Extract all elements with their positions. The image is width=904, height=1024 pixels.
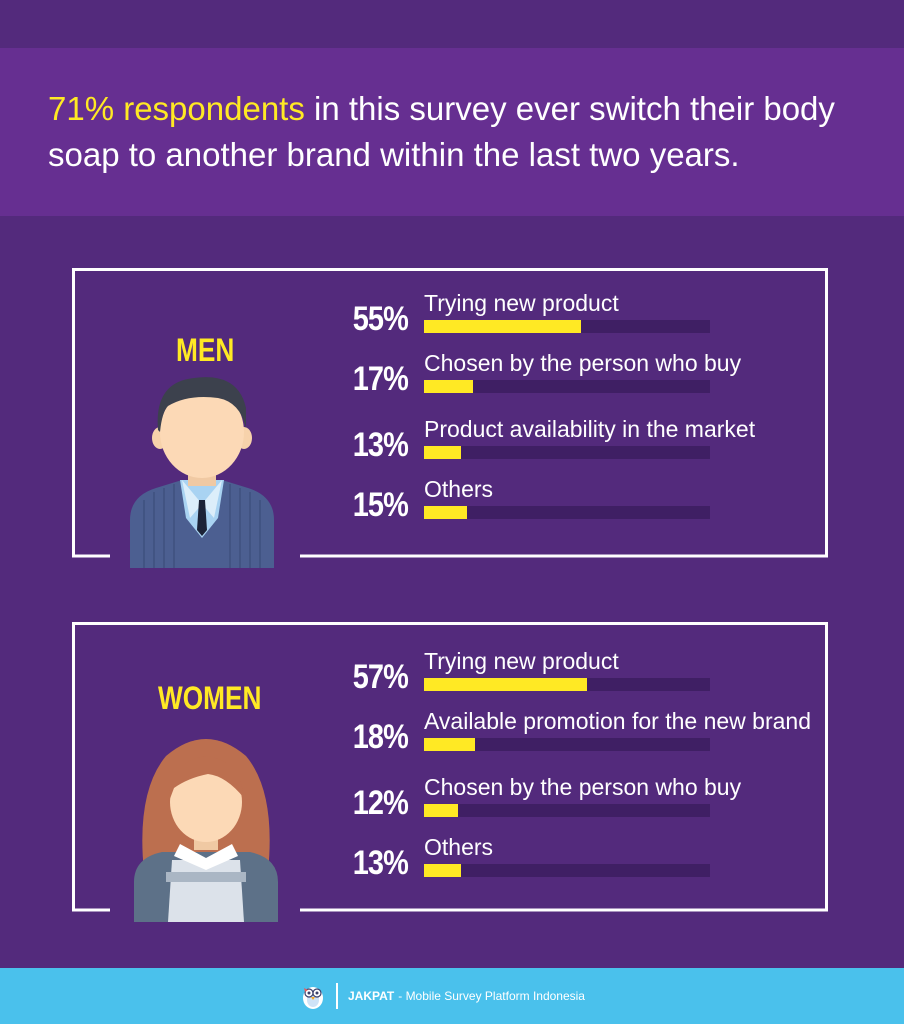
headline-rest: in this survey ever switch their body so…	[48, 90, 835, 173]
value-label: 57%	[352, 658, 409, 696]
men-label: MEN	[176, 332, 235, 368]
bar-row: 17% Chosen by the person who buy	[330, 350, 790, 412]
value-label: 55%	[352, 300, 409, 338]
footer-bar: JAKPAT - Mobile Survey Platform Indonesi…	[0, 968, 904, 1024]
women-label: WOMEN	[158, 680, 262, 716]
owl-logo-icon	[303, 987, 323, 1009]
headline-band	[0, 48, 904, 216]
bar	[424, 864, 462, 877]
value-label: 15%	[352, 486, 409, 524]
women-panel-frame	[72, 622, 828, 912]
category-label: Others	[424, 834, 494, 860]
value-label: 12%	[352, 784, 409, 822]
man-avatar-icon	[130, 377, 274, 568]
category-label: Available promotion for the new brand	[424, 708, 811, 734]
bar-row: 13% Product availability in the market	[330, 416, 790, 478]
value-label: 17%	[352, 360, 409, 398]
category-label: Product availability in the market	[424, 416, 756, 442]
bar	[424, 380, 473, 393]
bar-track	[424, 446, 710, 459]
bar	[424, 804, 459, 817]
bar-row: 57% Trying new product	[330, 648, 790, 710]
bar	[424, 320, 582, 333]
value-label: 13%	[352, 426, 409, 464]
bar	[424, 738, 476, 751]
footer-tagline: - Mobile Survey Platform Indonesia	[398, 989, 585, 1003]
category-label: Chosen by the person who buy	[424, 350, 742, 376]
bar-track	[424, 320, 710, 333]
bar-row: 13% Others	[330, 834, 790, 896]
bar-row: 15% Others	[330, 476, 790, 538]
bar-track	[424, 678, 710, 691]
category-label: Trying new product	[424, 290, 619, 316]
bar-track	[424, 738, 710, 751]
bar-track	[424, 864, 710, 877]
footer-brand: JAKPAT	[348, 989, 395, 1003]
woman-avatar-icon	[134, 739, 278, 922]
bar-row: 55% Trying new product	[330, 290, 790, 352]
headline: 71% respondents in this survey ever swit…	[48, 86, 868, 178]
bar	[424, 678, 588, 691]
men-panel-frame	[72, 268, 828, 558]
women-panel: WOMEN 57% Trying new product 18% Available …	[72, 622, 828, 922]
men-panel: MEN 55% Trying new product 17% Chosen by th…	[72, 268, 828, 568]
bar-track	[424, 380, 710, 393]
value-label: 18%	[352, 718, 409, 756]
headline-highlight: 71% respondents	[48, 90, 305, 127]
category-label: Chosen by the person who buy	[424, 774, 742, 800]
bar-row: 18% Available promotion for the new brand	[330, 708, 811, 770]
bar	[424, 446, 462, 459]
bar-track	[424, 506, 710, 519]
bar	[424, 506, 467, 519]
bar-row: 12% Chosen by the person who buy	[330, 774, 790, 836]
footer-separator	[336, 983, 338, 1009]
footer-content: JAKPAT - Mobile Survey Platform Indonesi…	[300, 982, 585, 1010]
value-label: 13%	[352, 844, 409, 882]
bar-track	[424, 804, 710, 817]
category-label: Trying new product	[424, 648, 619, 674]
category-label: Others	[424, 476, 494, 502]
